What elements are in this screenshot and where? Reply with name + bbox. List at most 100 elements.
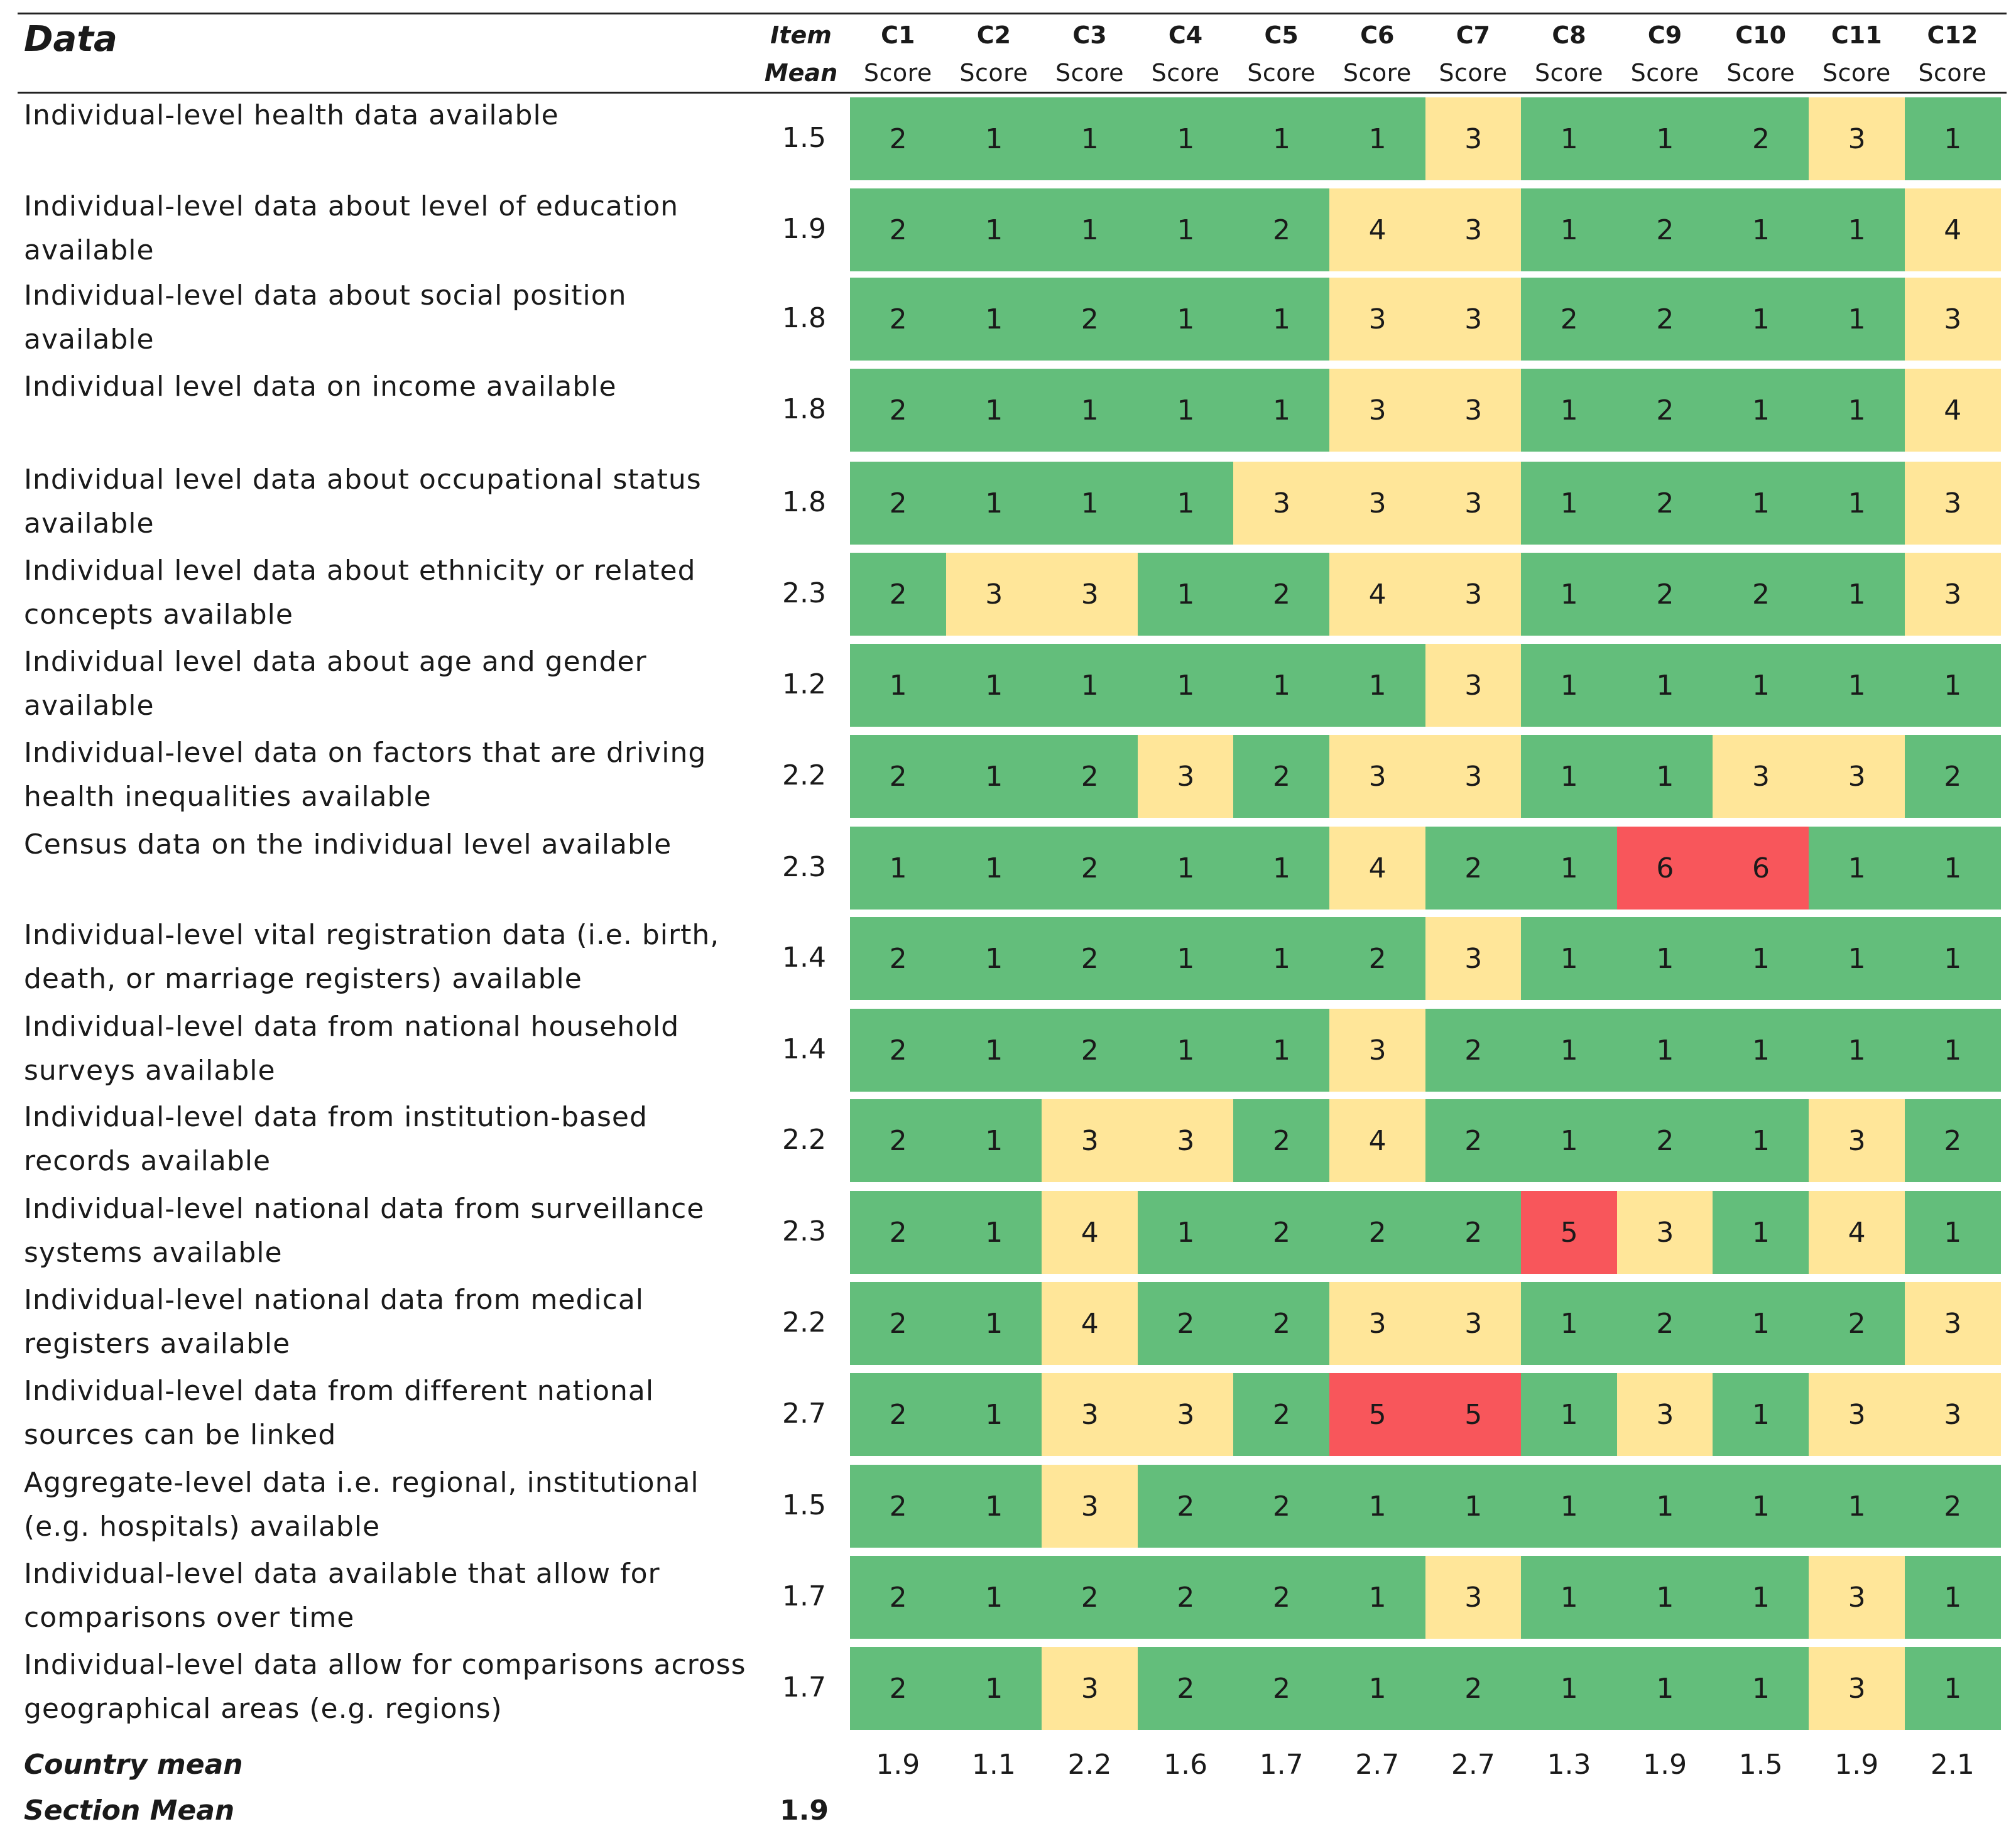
- score-cell: 5: [1329, 1373, 1426, 1456]
- item-mean-header: Item Mean: [754, 16, 848, 92]
- score-cell: 1: [1329, 1556, 1426, 1639]
- score-cell: 2: [850, 1373, 947, 1456]
- score-cell: 1: [1616, 1465, 1713, 1548]
- score-cell: 1: [945, 1191, 1042, 1274]
- score-cell: 3: [1809, 1099, 1905, 1182]
- row-label: Individual-level data about social posit…: [24, 280, 627, 356]
- score-cell: 1: [945, 1556, 1042, 1639]
- column-header-5: C5 Score: [1233, 16, 1329, 92]
- score-cell: 3: [1042, 553, 1138, 636]
- row-label: Individual-level data about level of edu…: [24, 190, 679, 266]
- score-cell: 1: [1713, 369, 1809, 452]
- column-code: C3: [1072, 21, 1107, 49]
- row-label: Individual-level national data from surv…: [24, 1193, 705, 1269]
- score-cell: 1: [1042, 369, 1138, 452]
- score-cell: 1: [1809, 462, 1905, 545]
- score-cell: 1: [1042, 188, 1138, 271]
- country-mean-value: 2.7: [1451, 1749, 1495, 1781]
- country-mean-value: 1.5: [1738, 1749, 1783, 1781]
- score-cell: 2: [1425, 1647, 1522, 1730]
- score-cell: 2: [1042, 917, 1138, 1000]
- score-cell: 1: [1713, 462, 1809, 545]
- score-cell: 1: [1425, 1465, 1522, 1548]
- score-cell: 1: [1521, 97, 1618, 180]
- score-cell: 1: [1521, 462, 1618, 545]
- item-mean-value: 2.2: [782, 1306, 826, 1339]
- score-cell: 2: [1616, 1282, 1713, 1365]
- score-cell: 1: [1809, 1465, 1905, 1548]
- score-cell: 3: [1809, 735, 1905, 818]
- column-header-8: C8 Score: [1521, 16, 1617, 92]
- score-cell: 1: [945, 1009, 1042, 1092]
- score-cell: 1: [1137, 188, 1234, 271]
- score-cell: 3: [1809, 1647, 1905, 1730]
- score-cell: 1: [945, 97, 1042, 180]
- column-code: C8: [1552, 21, 1586, 49]
- country-mean-label: Country mean: [24, 1749, 243, 1781]
- score-cell: 2: [850, 917, 947, 1000]
- column-sub: Score: [1535, 59, 1603, 87]
- score-cell: 3: [1329, 278, 1426, 361]
- score-cell: 1: [1904, 1191, 2001, 1274]
- score-cell: 2: [1329, 1191, 1426, 1274]
- column-header-10: C10 Score: [1713, 16, 1809, 92]
- score-cell: 3: [1042, 1373, 1138, 1456]
- score-cell: 1: [1521, 1647, 1618, 1730]
- country-mean-value: 2.2: [1067, 1749, 1112, 1781]
- column-header-12: C12 Score: [1905, 16, 2001, 92]
- score-cell: 1: [945, 644, 1042, 727]
- item-mean-value: 2.3: [782, 1215, 826, 1247]
- country-mean-value: 1.3: [1547, 1749, 1591, 1781]
- score-cell: 3: [1425, 1556, 1522, 1639]
- score-cell: 1: [1713, 1009, 1809, 1092]
- score-cell: 1: [1137, 1009, 1234, 1092]
- column-header-11: C11 Score: [1809, 16, 1905, 92]
- score-cell: 2: [1425, 1099, 1522, 1182]
- item-mean-value: 1.8: [782, 486, 826, 518]
- score-cell: 2: [850, 462, 947, 545]
- score-cell: 3: [1329, 369, 1426, 452]
- score-cell: 2: [850, 553, 947, 636]
- score-cell: 3: [1425, 553, 1522, 636]
- score-cell: 2: [1233, 1282, 1330, 1365]
- score-cell: 1: [1713, 1373, 1809, 1456]
- score-cell: 1: [1042, 462, 1138, 545]
- score-cell: 1: [1713, 188, 1809, 271]
- score-cell: 2: [1233, 1373, 1330, 1456]
- score-cell: 3: [1809, 1556, 1905, 1639]
- score-cell: 1: [1904, 827, 2001, 910]
- score-cell: 2: [850, 369, 947, 452]
- score-cell: 2: [850, 97, 947, 180]
- column-code: C11: [1831, 21, 1882, 49]
- score-cell: 3: [1904, 1282, 2001, 1365]
- score-cell: 3: [1809, 1373, 1905, 1456]
- score-cell: 1: [1521, 1373, 1618, 1456]
- column-sub: Score: [1822, 59, 1891, 87]
- score-cell: 1: [1616, 1647, 1713, 1730]
- score-cell: 2: [1713, 553, 1809, 636]
- column-header-2: C2 Score: [946, 16, 1042, 92]
- score-cell: 1: [1233, 917, 1330, 1000]
- score-cell: 2: [850, 278, 947, 361]
- score-cell: 1: [1713, 644, 1809, 727]
- score-cell: 1: [1616, 97, 1713, 180]
- score-cell: 1: [1329, 1647, 1426, 1730]
- row-label: Individual-level data from national hous…: [24, 1011, 680, 1087]
- score-cell: 3: [1137, 1099, 1234, 1182]
- row-label: Individual-level data allow for comparis…: [24, 1649, 746, 1725]
- score-cell: 2: [1233, 1099, 1330, 1182]
- score-cell: 1: [1904, 1647, 2001, 1730]
- score-cell: 1: [1904, 917, 2001, 1000]
- score-cell: 1: [945, 369, 1042, 452]
- score-cell: 4: [1904, 188, 2001, 271]
- score-cell: 2: [1616, 1099, 1713, 1182]
- score-cell: 3: [1329, 1282, 1426, 1365]
- score-cell: 3: [1425, 369, 1522, 452]
- score-cell: 1: [1904, 97, 2001, 180]
- score-cell: 2: [1616, 462, 1713, 545]
- row-label: Individual-level health data available: [24, 99, 559, 131]
- item-mean-value: 1.5: [782, 1489, 826, 1521]
- score-cell: 2: [850, 1282, 947, 1365]
- score-cell: 2: [1137, 1282, 1234, 1365]
- item-mean-value: 1.5: [782, 122, 826, 154]
